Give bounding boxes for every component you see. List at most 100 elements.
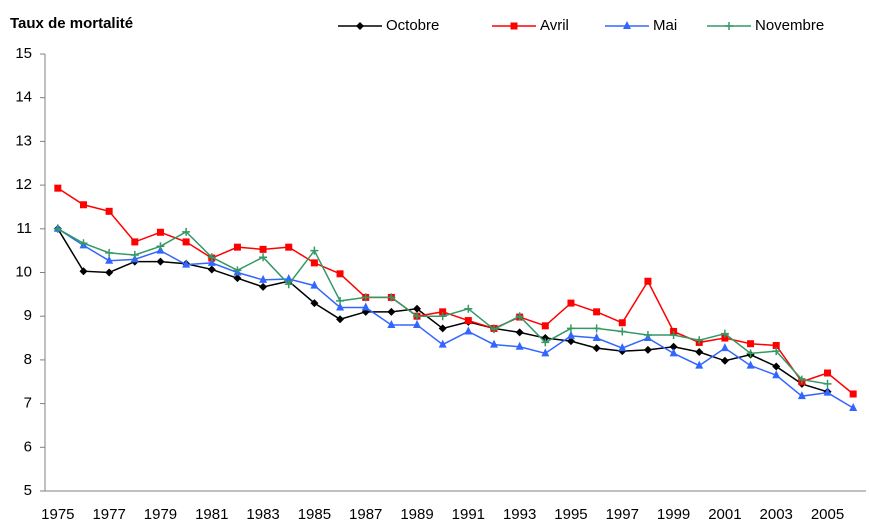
point (797, 375, 806, 384)
x-tick-label: 1983 (246, 506, 279, 523)
point (156, 228, 164, 236)
legend-label: Novembre (755, 17, 824, 34)
point (310, 259, 318, 267)
point (464, 317, 472, 325)
point (797, 391, 806, 400)
y-tick-label: 9 (24, 307, 32, 324)
point (105, 207, 113, 215)
point (387, 293, 396, 302)
point (566, 330, 575, 339)
x-tick-label: 2001 (708, 506, 741, 523)
y-tick-label: 10 (15, 263, 32, 280)
point (105, 248, 114, 257)
point (746, 349, 755, 358)
point (643, 330, 652, 339)
legend-label: Octobre (386, 17, 439, 34)
point (849, 390, 857, 398)
point (720, 343, 729, 352)
y-tick-label: 15 (15, 45, 32, 62)
point (130, 251, 139, 260)
point (438, 312, 447, 321)
x-tick-label: 1987 (349, 506, 382, 523)
point (387, 307, 396, 316)
point (259, 253, 268, 262)
point (566, 324, 575, 333)
point (695, 336, 704, 345)
y-tick-label: 11 (16, 220, 32, 237)
point (233, 274, 242, 283)
x-tick-label: 1975 (41, 506, 74, 523)
point (438, 339, 447, 348)
y-tick-label: 6 (24, 438, 32, 455)
point (182, 227, 191, 236)
point (489, 339, 498, 348)
point (54, 184, 62, 192)
point (259, 274, 268, 283)
series-line (57, 187, 854, 395)
point (310, 246, 319, 255)
point (592, 333, 601, 342)
x-tick-label: 1993 (503, 506, 536, 523)
point (721, 334, 729, 342)
point (361, 302, 370, 311)
x-tick-label: 1977 (92, 506, 125, 523)
x-tick-label: 1989 (400, 506, 433, 523)
point (464, 304, 473, 313)
point (510, 22, 518, 30)
point (284, 280, 293, 289)
point (79, 267, 88, 276)
point (772, 341, 780, 349)
point (720, 356, 729, 365)
y-tick-label: 14 (15, 89, 32, 106)
point (336, 270, 344, 278)
point (567, 299, 575, 307)
point (644, 277, 652, 285)
point (284, 274, 293, 283)
point (413, 319, 422, 328)
chart-title: Taux de mortalité (10, 15, 133, 32)
point (259, 282, 268, 291)
y-tick-label: 8 (24, 351, 32, 368)
point (592, 344, 601, 353)
point (541, 348, 550, 357)
y-tick-label: 7 (24, 395, 32, 412)
point (746, 360, 755, 369)
point (515, 312, 524, 321)
point (336, 315, 345, 324)
point (515, 341, 524, 350)
point (464, 326, 473, 335)
point (489, 325, 498, 334)
point (439, 308, 447, 316)
point (823, 379, 832, 388)
point (695, 348, 704, 357)
point (772, 362, 781, 371)
point (156, 257, 165, 266)
y-tick-label: 13 (15, 132, 32, 149)
point (207, 265, 216, 274)
x-tick-label: 1991 (452, 506, 485, 523)
point (233, 243, 241, 251)
point (566, 337, 575, 346)
legend-label: Mai (653, 17, 677, 34)
point (285, 243, 293, 251)
point (515, 328, 524, 337)
point (772, 370, 781, 379)
point (541, 338, 550, 347)
point (336, 302, 345, 311)
x-tick-label: 1985 (298, 506, 331, 523)
point (669, 330, 678, 339)
point (618, 327, 627, 336)
x-tick-label: 1995 (554, 506, 587, 523)
x-tick-label: 2003 (760, 506, 793, 523)
series-line (57, 228, 854, 409)
point (438, 324, 447, 333)
point (413, 312, 422, 321)
point (53, 224, 62, 233)
x-tick-label: 1979 (144, 506, 177, 523)
point (182, 238, 190, 246)
point (79, 201, 87, 209)
point (849, 402, 858, 411)
point (387, 319, 396, 328)
point (623, 21, 631, 29)
